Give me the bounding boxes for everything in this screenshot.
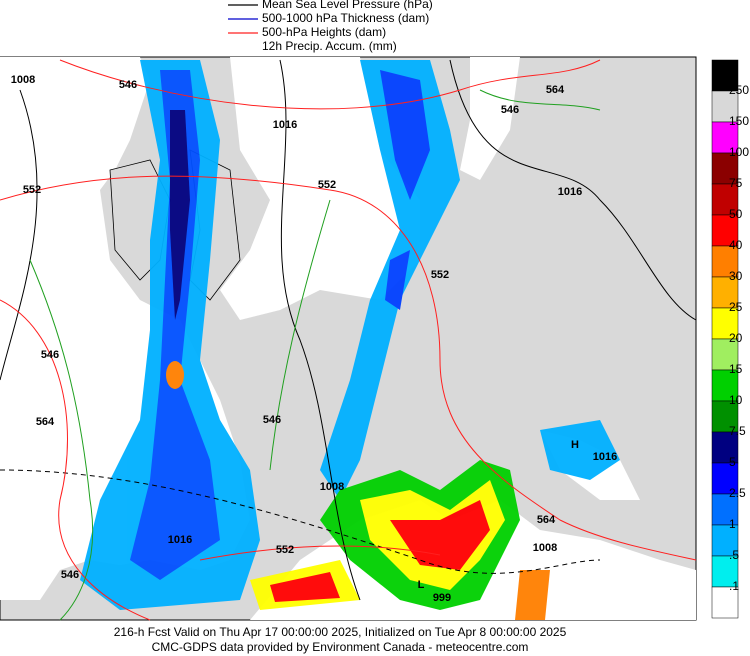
colorbar-label: 20 (729, 331, 743, 345)
colorbar-bin (711, 369, 739, 402)
colorbar-bin (711, 152, 739, 185)
colorbar-bin (711, 90, 739, 123)
colorbar-label: 50 (729, 207, 743, 221)
colorbar-bin (711, 276, 739, 309)
colorbar-label: 100 (729, 145, 749, 159)
map: 1008 546 552 1016 552 546 564 1016 552 546 564 546 1… (0, 56, 697, 621)
contour-label: 552 (318, 179, 336, 191)
colorbar-bin (711, 183, 739, 216)
colorbar-label: 2.5 (729, 486, 746, 500)
map-labels: 1008 546 552 1016 552 546 564 1016 552 546 564 546 1… (11, 74, 617, 604)
contour-label: 546 (41, 349, 59, 361)
contour-label: 546 (119, 79, 137, 91)
colorbar: 250 150 100 75 50 40 30 25 20 15 10 7.5 5 2.5 1 .5 .1 (711, 59, 749, 619)
contours (0, 59, 697, 621)
contour-label: 1016 (558, 186, 582, 198)
contour-label: 546 (263, 414, 281, 426)
contour-label: 564 (537, 514, 556, 526)
pressure-center: H (571, 439, 579, 451)
colorbar-label: 5 (729, 455, 736, 469)
baltic-sea (460, 57, 520, 180)
pressure-center: L (418, 579, 425, 591)
contour-label: 546 (501, 104, 519, 116)
contour-label: 1008 (11, 74, 35, 86)
contour-label: 564 (36, 416, 55, 428)
colorbar-bin (711, 586, 739, 619)
contour-label: 552 (276, 544, 294, 556)
legend-note: 12h Precip. Accum. (mm) (262, 39, 397, 53)
legend-label: 500-1000 hPa Thickness (dam) (262, 11, 429, 25)
contour-label: 1008 (320, 481, 344, 493)
colorbar-label: .1 (729, 579, 739, 593)
precipitation (80, 60, 620, 620)
contour-label: 564 (546, 84, 565, 96)
colorbar-label: 25 (729, 300, 743, 314)
footer-line: 216-h Fcst Valid on Thu Apr 17 00:00:00 … (114, 625, 567, 639)
colorbar-label: 75 (729, 176, 743, 190)
colorbar-bin (711, 59, 739, 92)
contour-label: 552 (431, 269, 449, 281)
colorbar-label: .5 (729, 548, 739, 562)
legend: Mean Sea Level Pressure (hPa)500-1000 hP… (228, 0, 433, 53)
colorbar-label: 150 (729, 114, 749, 128)
colorbar-label: 40 (729, 238, 743, 252)
colorbar-label: 1 (729, 517, 736, 531)
footer-line: CMC-GDPS data provided by Environment Ca… (152, 640, 529, 654)
contour-label: 552 (23, 184, 41, 196)
contour-label: 1016 (168, 534, 192, 546)
contour-label: 1016 (593, 451, 617, 463)
colorbar-label: 250 (729, 83, 749, 97)
colorbar-label: 7.5 (729, 424, 746, 438)
contour-label: 999 (433, 592, 451, 604)
legend-label: Mean Sea Level Pressure (hPa) (262, 0, 433, 11)
contour-label: 546 (61, 569, 79, 581)
colorbar-bin (711, 307, 739, 340)
colorbar-bin (711, 462, 739, 495)
colorbar-bin (711, 338, 739, 371)
colorbar-label: 30 (729, 269, 743, 283)
colorbar-bin (711, 400, 739, 433)
colorbar-bin (711, 555, 739, 588)
colorbar-bin (711, 121, 739, 154)
colorbar-bin (711, 431, 739, 464)
contour-label: 1016 (273, 119, 297, 131)
contour-label: 1008 (533, 542, 557, 554)
colorbar-label: 10 (729, 393, 743, 407)
colorbar-label: 15 (729, 362, 743, 376)
legend-label: 500-hPa Heights (dam) (262, 25, 386, 39)
